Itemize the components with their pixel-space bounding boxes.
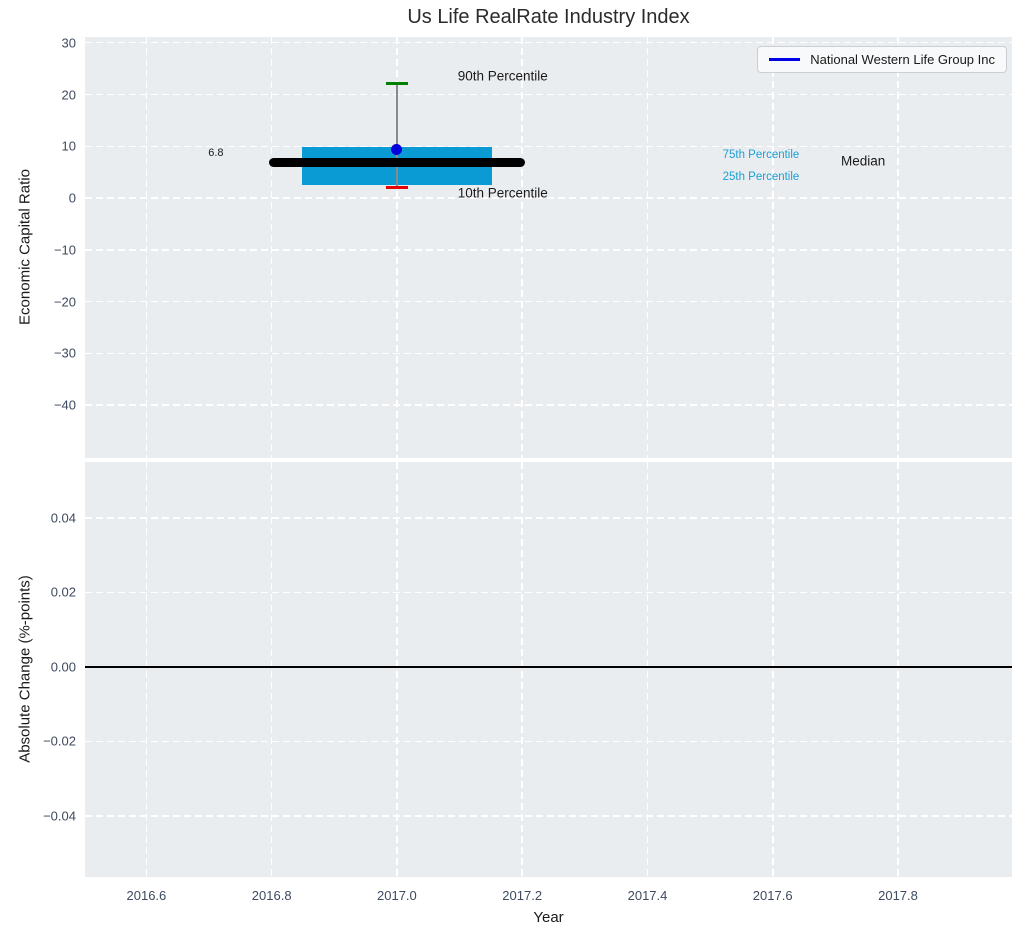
y-gridline: [85, 591, 1012, 594]
legend-line-sample: [769, 58, 801, 61]
x-gridline: [521, 462, 523, 877]
annotation-median-label: Median: [841, 153, 886, 169]
y-gridline: [85, 352, 1012, 355]
y-tick-label: −20: [53, 294, 76, 310]
x-tick-label: 2017.6: [752, 888, 793, 903]
y-gridline: [85, 249, 1012, 251]
x-gridline: [897, 37, 899, 458]
y-tick-label: 10: [61, 138, 76, 154]
annotation-median-value: 6.8: [208, 146, 224, 159]
p10-cap: [386, 185, 408, 189]
annotation-75th-percentile: 75th Percentile: [722, 149, 800, 162]
legend: National Western Life Group Inc: [757, 46, 1007, 73]
x-gridline: [646, 462, 649, 877]
y-tick-label: 0.02: [50, 584, 76, 600]
x-tick-label: 2016.8: [251, 888, 292, 903]
x-tick-label: 2017.4: [627, 888, 668, 903]
x-gridline: [270, 462, 273, 877]
x-gridline: [145, 462, 148, 877]
y-gridline: [85, 815, 1012, 817]
y-tick-label: −40: [53, 397, 76, 413]
x-gridline: [145, 37, 148, 458]
top-axes-economic-capital-ratio: 6.8 90th Percentile 10th Percentile 75th…: [85, 37, 1012, 458]
y-gridline: [85, 404, 1012, 406]
annotation-90th-percentile: 90th Percentile: [457, 68, 548, 84]
y-tick-label: −10: [53, 242, 76, 258]
y-tick-label: −30: [53, 345, 76, 361]
x-gridline: [772, 462, 774, 877]
y-tick-label: 0: [68, 190, 76, 206]
y-tick-label: −0.04: [43, 808, 76, 824]
p90-cap: [386, 82, 408, 86]
x-tick-label: 2017.0: [377, 888, 417, 903]
x-gridline: [270, 37, 273, 458]
legend-label: National Western Life Group Inc: [810, 52, 995, 67]
annotation-10th-percentile: 10th Percentile: [457, 185, 548, 201]
y-tick-label: 20: [61, 87, 76, 102]
y-tick-label: 30: [61, 35, 76, 51]
x-tick-label: 2017.2: [502, 888, 543, 903]
x-gridline: [396, 462, 398, 877]
company-marker-dot: [391, 144, 403, 156]
y-tick-label: 0.04: [50, 510, 76, 526]
y-gridline: [85, 517, 1012, 519]
y-gridline: [85, 145, 1012, 147]
xlabel-year: Year: [533, 909, 564, 926]
y-gridline: [85, 41, 1012, 44]
x-gridline: [772, 37, 774, 458]
annotation-25th-percentile: 25th Percentile: [722, 171, 800, 184]
x-tick-label: 2016.6: [126, 888, 167, 903]
y-gridline: [85, 300, 1012, 303]
zero-change-line: [85, 666, 1012, 668]
x-gridline: [897, 462, 899, 877]
x-tick-label: 2017.8: [878, 888, 918, 903]
whisker-line: [396, 83, 398, 188]
chart-title: Us Life RealRate Industry Index: [407, 6, 690, 28]
y-tick-label: 0.00: [50, 659, 76, 675]
y-gridline: [85, 740, 1012, 743]
y-tick-label: −0.02: [43, 733, 76, 749]
x-gridline: [646, 37, 649, 458]
y-gridline: [85, 197, 1012, 199]
median-line: [269, 158, 525, 168]
bottom-axes-absolute-change: [85, 462, 1012, 877]
x-gridline: [396, 37, 398, 458]
x-gridline: [521, 37, 523, 458]
y-gridline: [85, 93, 1012, 96]
